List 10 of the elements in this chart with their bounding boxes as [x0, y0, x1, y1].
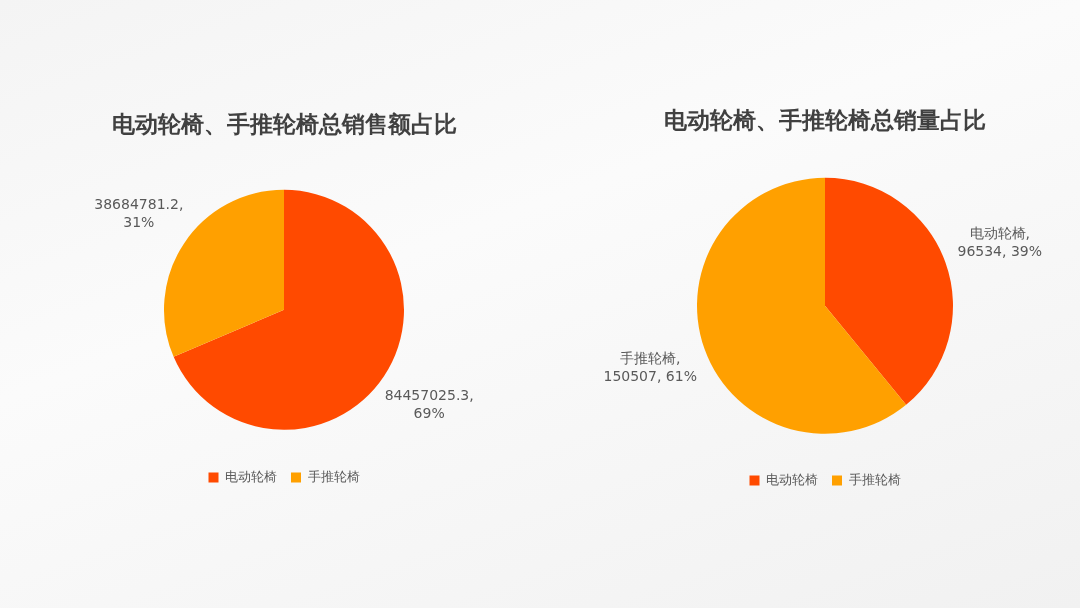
data-label: 手推轮椅, 150507, 61% [603, 349, 697, 384]
data-label: 84457025.3, 69% [384, 387, 474, 422]
data-label: 38684781.2, 31% [94, 195, 184, 230]
chart-title: 电动轮椅、手推轮椅总销售额占比 [111, 110, 457, 137]
legend-label: 电动轮椅 [766, 471, 818, 487]
legend-label: 手推轮椅 [307, 468, 360, 484]
legend-label: 手推轮椅 [848, 471, 901, 487]
data-label: 电动轮椅, 96534, 39% [957, 224, 1043, 259]
legend-label: 电动轮椅 [225, 468, 277, 484]
chart-title: 电动轮椅、手推轮椅总销量占比 [664, 106, 986, 133]
